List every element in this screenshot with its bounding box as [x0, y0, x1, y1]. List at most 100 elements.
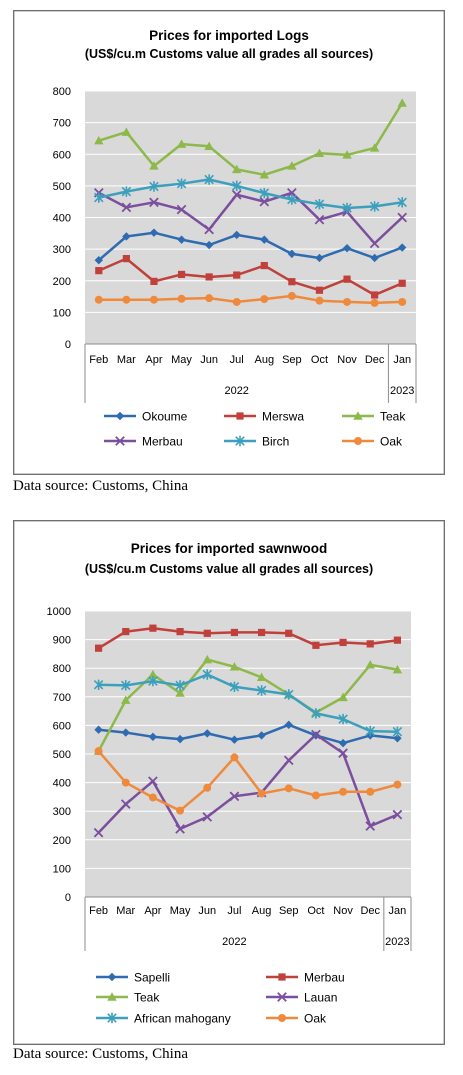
legend-entry: Teak — [96, 991, 160, 1005]
data-point — [283, 755, 294, 766]
data-point — [149, 295, 158, 304]
y-tick-label: 100 — [53, 307, 71, 319]
x-tick-label: Jul — [227, 905, 241, 917]
legend-marker — [354, 437, 362, 445]
data-point — [314, 199, 325, 210]
series-line — [97, 626, 398, 650]
series-line — [98, 102, 404, 177]
data-point — [94, 747, 103, 756]
data-point — [232, 297, 241, 306]
data-point — [230, 628, 239, 637]
legend-entry: Okoume — [104, 410, 188, 424]
data-point — [369, 238, 380, 249]
year-label: 2023 — [385, 936, 409, 948]
data-point — [287, 194, 297, 205]
data-point — [202, 654, 212, 664]
data-point — [287, 291, 296, 300]
data-point — [94, 135, 104, 145]
data-point — [94, 644, 103, 652]
data-point — [231, 189, 242, 200]
data-point — [150, 277, 158, 285]
y-tick-label: 900 — [53, 635, 71, 647]
data-point — [371, 291, 379, 299]
data-point — [260, 261, 268, 270]
legend-marker — [278, 1014, 286, 1022]
data-point — [203, 783, 212, 792]
legend-entry: Sapelli — [96, 971, 170, 985]
legend-marker — [107, 1012, 117, 1024]
data-point — [149, 228, 159, 237]
data-point — [95, 267, 103, 275]
legend-label: Lauan — [304, 991, 337, 1005]
data-point — [175, 680, 185, 691]
legend-marker — [115, 436, 125, 446]
data-point — [204, 224, 214, 235]
legend-label: Oak — [304, 1012, 327, 1026]
series-oak — [94, 747, 402, 815]
data-point — [288, 278, 296, 286]
data-point — [175, 824, 185, 834]
data-point — [312, 641, 320, 649]
data-point — [176, 806, 185, 815]
data-point — [257, 628, 266, 637]
data-point — [176, 139, 187, 148]
logs-chart: Prices for imported Logs (US$/cu.m Custom… — [14, 11, 444, 474]
y-tick-label: 500 — [53, 181, 71, 193]
legend-label: Merbau — [142, 435, 183, 449]
data-point — [121, 778, 130, 787]
data-point — [369, 143, 380, 152]
year-label: 2022 — [222, 936, 246, 948]
data-point — [149, 624, 157, 632]
data-point — [260, 235, 269, 244]
year-label: 2023 — [390, 385, 414, 397]
x-tick-label: Jul — [230, 354, 244, 366]
series-line — [98, 257, 403, 297]
data-point — [204, 174, 214, 185]
data-point — [231, 180, 242, 192]
data-point — [283, 689, 294, 700]
data-point — [149, 181, 159, 192]
sawnwood-chart-panel: Prices for imported sawnwood (US$/cu.m Cu… — [13, 520, 445, 1045]
data-point — [315, 253, 324, 263]
data-point — [176, 204, 187, 215]
data-point — [392, 664, 403, 674]
data-point — [366, 640, 374, 648]
legend-label: Merswa — [262, 410, 304, 424]
legend-label: Okoume — [142, 410, 188, 424]
series-okoume — [94, 228, 407, 265]
data-point — [393, 780, 402, 789]
legend-label: Teak — [380, 410, 406, 424]
data-point — [392, 809, 403, 820]
data-point — [398, 279, 406, 287]
data-point — [204, 240, 214, 250]
y-tick-label: 200 — [53, 835, 71, 847]
data-point — [259, 187, 270, 199]
data-point — [149, 161, 159, 170]
x-tick-label: Sep — [282, 354, 302, 366]
data-point — [232, 230, 241, 240]
data-point — [229, 681, 240, 692]
legend-entry: Teak — [342, 410, 406, 424]
data-point — [370, 253, 379, 263]
y-tick-label: 800 — [53, 86, 71, 98]
data-point — [257, 731, 266, 740]
data-point — [229, 662, 240, 671]
data-point — [314, 214, 325, 225]
data-point — [205, 294, 214, 303]
data-point — [365, 821, 376, 831]
x-tick-label: Aug — [252, 905, 272, 917]
y-tick-label: 100 — [53, 863, 71, 875]
data-point — [311, 791, 320, 800]
data-point — [230, 753, 239, 762]
y-tick-label: 0 — [65, 892, 71, 904]
legend-label: Teak — [134, 991, 160, 1005]
data-point — [338, 748, 348, 758]
legend-entry: Merbau — [104, 435, 183, 449]
series-line — [98, 178, 403, 210]
x-tick-label: Dec — [360, 905, 380, 917]
data-point — [177, 270, 186, 279]
sawnwood-data-source: Data source: Customs, China — [13, 1046, 188, 1062]
data-point — [287, 249, 297, 259]
data-point — [148, 776, 158, 787]
data-point — [232, 164, 242, 174]
